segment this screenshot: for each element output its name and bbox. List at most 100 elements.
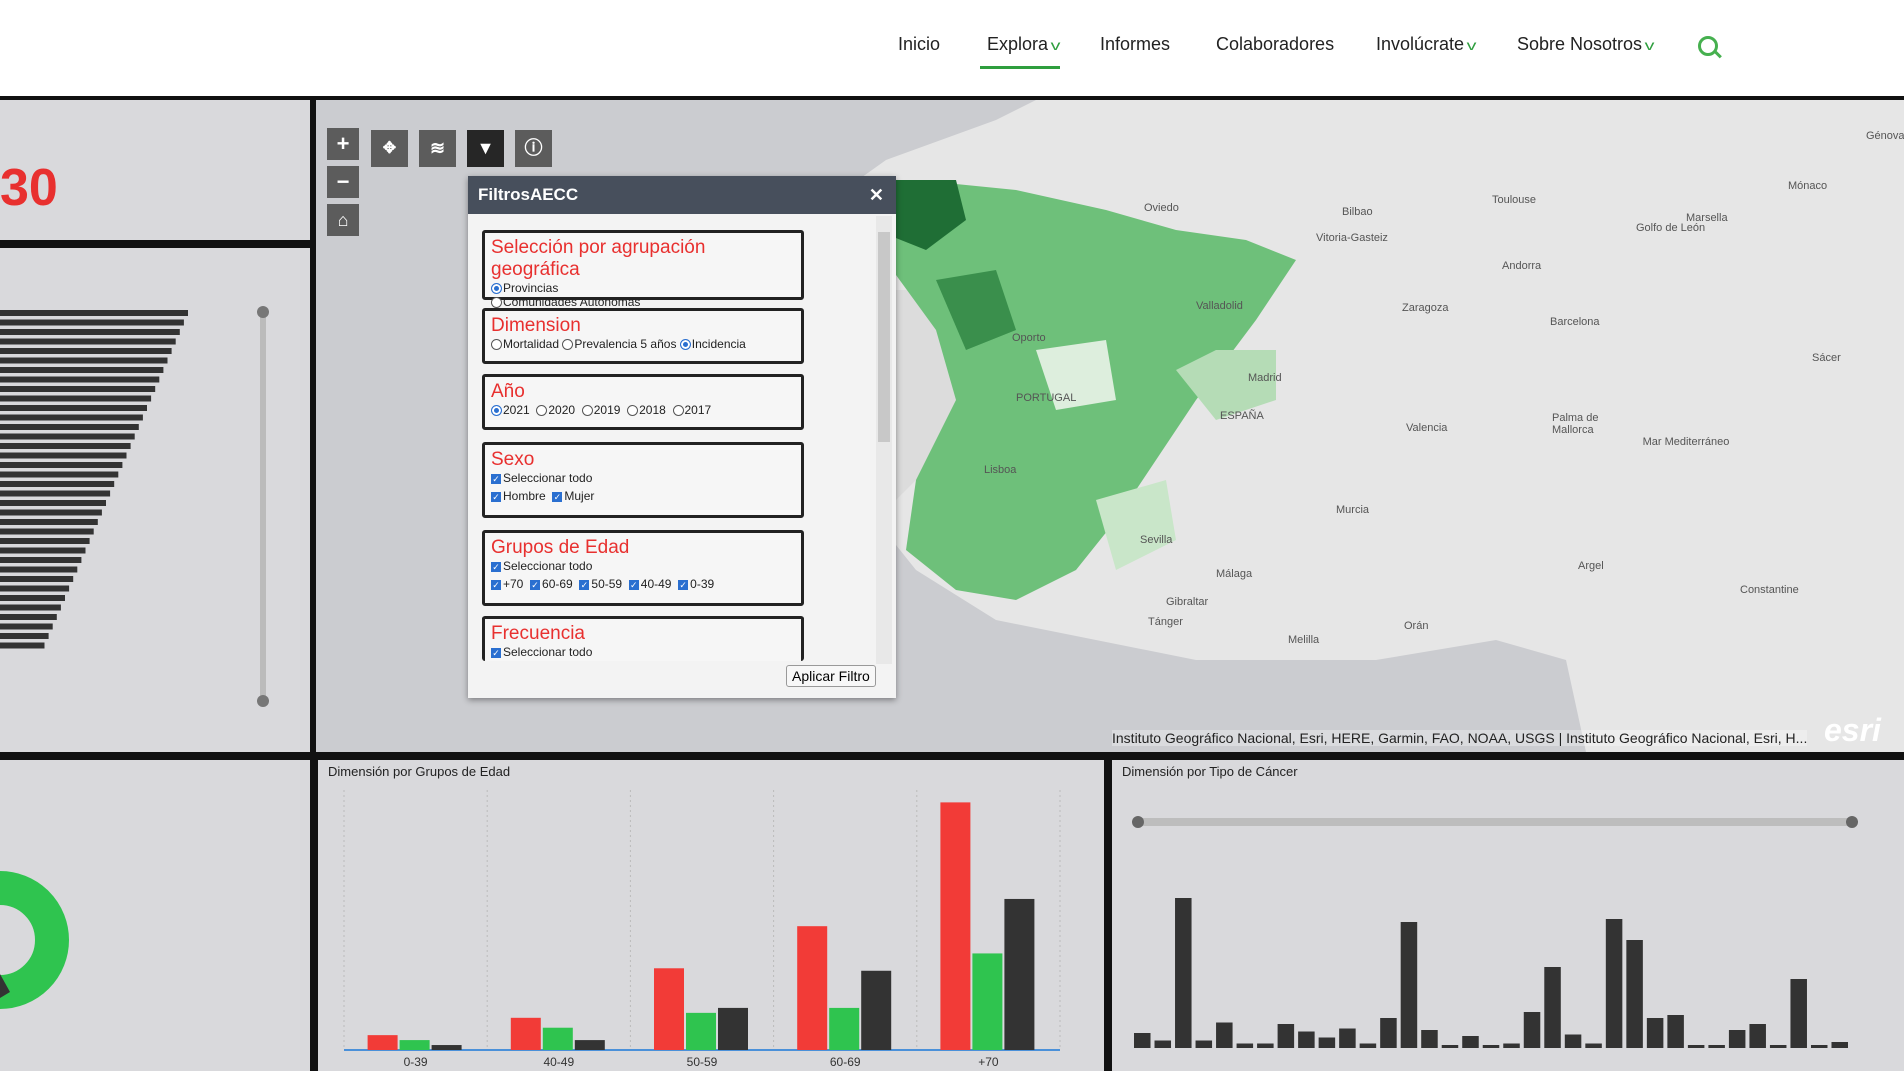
filter-scrollbar[interactable]: [876, 216, 892, 664]
age-group-chart-panel: Dimensión por Grupos de Edad 0-39 40-49 50…: [318, 760, 1104, 1071]
radio-selected[interactable]: [491, 283, 502, 295]
side-bar: [0, 471, 119, 478]
checkbox-checked[interactable]: ✓: [678, 579, 689, 590]
side-bar: [0, 519, 98, 525]
x-tick-label: 60-69: [830, 1055, 861, 1069]
layers-icon[interactable]: ≋: [419, 130, 456, 167]
side-bar: [0, 500, 106, 506]
locate-icon[interactable]: ✥: [371, 130, 408, 167]
side-bar: [0, 405, 147, 411]
freq-select-all[interactable]: ✓ Seleccionar todo: [491, 645, 795, 659]
nav-involucrate[interactable]: Involúcrate v: [1376, 34, 1476, 55]
bar: [1544, 967, 1561, 1048]
bar: [797, 926, 828, 1050]
checkbox-checked[interactable]: ✓: [628, 579, 639, 590]
checkbox-checked[interactable]: ✓: [552, 491, 563, 502]
map-label: Lisboa: [984, 464, 1017, 476]
bar: [431, 1045, 462, 1050]
range-slider-handle[interactable]: [1132, 816, 1144, 828]
zoom-out-button[interactable]: −: [327, 166, 359, 198]
scroll-handle[interactable]: [257, 306, 269, 318]
castilla-region: [936, 270, 1016, 350]
map-label: Andorra: [1502, 260, 1542, 272]
age-options: ✓ +70 ✓ 60-69 ✓ 50-59 ✓ 40-49 ✓ 0-39: [491, 577, 795, 591]
freq-title: Frecuencia: [491, 623, 585, 644]
radio-unselected[interactable]: [562, 339, 574, 351]
checkbox-checked[interactable]: ✓: [491, 561, 501, 572]
map-label: Málaga: [1216, 568, 1253, 580]
radio-unselected[interactable]: [581, 405, 593, 417]
geo-option-comunidades[interactable]: Comunidades Autónomas: [491, 295, 795, 309]
bar: [1728, 1030, 1746, 1048]
radio-unselected[interactable]: [627, 405, 639, 417]
nav-informes[interactable]: Informes: [1100, 34, 1171, 54]
bar: [1462, 1036, 1479, 1048]
age-section: Grupos de Edad ✓ Seleccionar todo ✓ +70 ✓ 6…: [482, 530, 804, 606]
map-label: Marsella: [1686, 212, 1728, 224]
side-bar: [0, 528, 94, 535]
side-bar: [0, 623, 53, 630]
year-section: Año 2021 2020 2019 2018 2017: [482, 374, 804, 430]
side-bar: [0, 576, 74, 582]
side-bar: [0, 348, 172, 354]
side-bar: [0, 310, 188, 316]
checkbox-checked[interactable]: ✓: [491, 579, 501, 590]
map-label: Palma de Mallorca: [1552, 412, 1599, 436]
side-bar: [0, 490, 111, 497]
bar: [574, 1040, 605, 1050]
checkbox-checked[interactable]: ✓: [530, 579, 541, 590]
radio-unselected[interactable]: [491, 339, 502, 351]
radio-selected[interactable]: [679, 339, 691, 351]
checkbox-checked[interactable]: ✓: [491, 491, 501, 502]
info-icon[interactable]: ⓘ: [515, 130, 552, 167]
bar: [1523, 1012, 1541, 1048]
nav-explora[interactable]: Explora v: [987, 34, 1060, 55]
radio-unselected[interactable]: [536, 405, 548, 417]
scroll-handle[interactable]: [257, 695, 269, 707]
galicia-dark-region: [876, 180, 966, 250]
radio-unselected[interactable]: [672, 405, 684, 417]
bar: [1236, 1043, 1254, 1048]
side-bar: [0, 395, 152, 402]
top-navigation-bar: Inicio Explora v Informes Colaboradores I…: [0, 0, 1904, 96]
age-option-label: 40-49: [640, 577, 672, 591]
checkbox-checked[interactable]: ✓: [491, 647, 501, 658]
nav-sobre-nosotros[interactable]: Sobre Nosotros v: [1517, 34, 1654, 55]
home-icon[interactable]: ⌂: [327, 204, 359, 236]
donut-slice-dark: [0, 974, 10, 998]
map-label: PORTUGAL: [1016, 392, 1077, 404]
bar: [1195, 1040, 1213, 1048]
nav-colaboradores[interactable]: Colaboradores: [1216, 34, 1335, 54]
zoom-in-button[interactable]: +: [327, 128, 359, 160]
side-bar: [0, 633, 49, 639]
map-label: Sevilla: [1140, 534, 1173, 546]
close-icon[interactable]: ✕: [868, 185, 884, 205]
nav-inicio[interactable]: Inicio: [898, 34, 941, 54]
range-slider-handle[interactable]: [1846, 816, 1858, 828]
chart-title: Dimensión por Grupos de Edad: [328, 764, 511, 779]
bar: [1400, 922, 1418, 1048]
sex-option-label: Hombre: [503, 489, 546, 503]
map-label: Valladolid: [1196, 300, 1243, 312]
search-icon[interactable]: [1698, 36, 1718, 56]
radio-unselected[interactable]: [491, 297, 502, 309]
x-tick-label: 40-49: [543, 1055, 574, 1069]
map-attribution: Instituto Geográfico Nacional, Esri, HER…: [1112, 730, 1808, 746]
side-bar: [0, 329, 180, 335]
scrollbar-thumb[interactable]: [878, 232, 890, 442]
bar: [1646, 1018, 1664, 1048]
checkbox-checked[interactable]: ✓: [491, 473, 501, 484]
apply-filter-button[interactable]: Aplicar Filtro: [786, 665, 876, 687]
sex-select-all[interactable]: ✓ Seleccionar todo: [491, 471, 795, 485]
map-label: Golfo de León: [1636, 222, 1706, 234]
radio-selected[interactable]: [491, 405, 502, 417]
map-label: Oviedo: [1144, 202, 1179, 214]
age-select-all[interactable]: ✓ Seleccionar todo: [491, 559, 795, 573]
geo-option-provincias[interactable]: Provincias: [491, 281, 795, 295]
side-bar: [0, 566, 78, 573]
map-label: Mónaco: [1788, 180, 1828, 192]
side-bar: [0, 367, 164, 373]
map-label: Gibraltar: [1166, 596, 1209, 608]
checkbox-checked[interactable]: ✓: [579, 579, 590, 590]
filter-icon[interactable]: ▼: [467, 130, 504, 167]
